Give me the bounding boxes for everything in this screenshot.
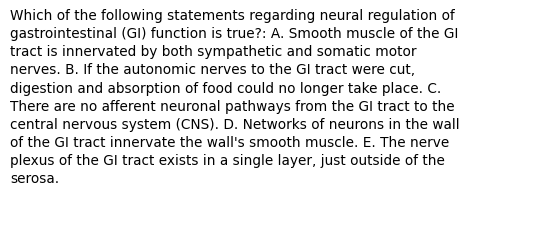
Text: Which of the following statements regarding neural regulation of
gastrointestina: Which of the following statements regard… — [10, 9, 460, 186]
